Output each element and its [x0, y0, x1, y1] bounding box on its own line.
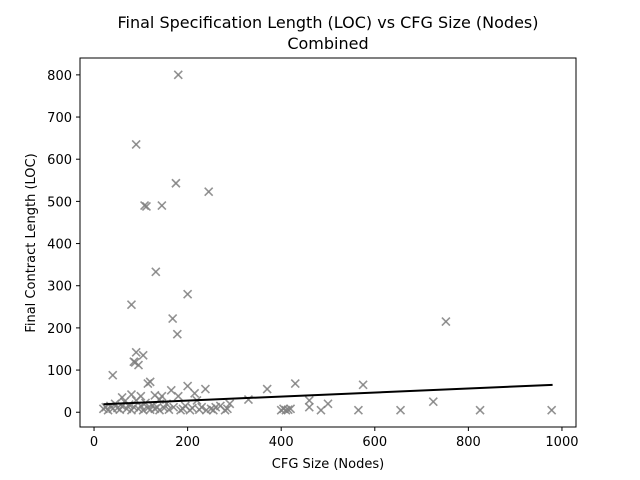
y-axis-label: Final Contract Length (LOC): [24, 153, 39, 332]
x-axis: 0 200 400 600 800 1000: [90, 427, 579, 450]
data-point: [395, 405, 406, 415]
data-point: [173, 70, 183, 80]
data-point: [222, 404, 232, 414]
data-point: [124, 400, 134, 410]
plot-area: [98, 70, 557, 415]
data-point: [290, 378, 300, 389]
x-tick-label: 1000: [545, 435, 578, 450]
data-point: [157, 201, 167, 211]
data-point: [183, 381, 193, 391]
data-point: [304, 402, 314, 412]
data-point: [353, 405, 363, 415]
data-point: [164, 405, 174, 415]
data-point: [225, 399, 235, 409]
data-point: [304, 395, 314, 405]
plot-frame: [79, 57, 577, 428]
data-point: [190, 388, 200, 398]
data-point: [131, 347, 141, 357]
data-point: [169, 402, 179, 412]
data-point: [428, 397, 438, 407]
data-point: [262, 384, 272, 394]
data-point: [126, 389, 137, 400]
data-point: [141, 201, 152, 212]
y-tick-label: 400: [47, 238, 72, 253]
data-point: [441, 317, 451, 327]
data-point: [108, 370, 118, 380]
data-point: [283, 405, 293, 415]
data-point: [200, 384, 210, 394]
data-point: [475, 405, 485, 415]
y-tick-label: 300: [47, 280, 72, 295]
trend-line: [103, 383, 553, 406]
y-tick-label: 500: [47, 195, 72, 210]
x-axis-label: CFG Size (Nodes): [272, 457, 384, 472]
data-point: [143, 378, 153, 389]
data-point: [173, 391, 183, 401]
data-point: [204, 187, 214, 197]
data-point: [286, 404, 296, 414]
chart-subtitle: Combined: [287, 34, 368, 53]
chart-title: Final Specification Length (LOC) vs CFG …: [118, 13, 539, 32]
data-point: [138, 405, 148, 415]
data-point: [171, 178, 181, 188]
y-tick-label: 600: [47, 153, 72, 168]
y-tick-label: 200: [47, 322, 72, 337]
data-point: [138, 350, 148, 360]
data-point: [197, 402, 207, 412]
y-axis: 0 100 200 300 400 500 600 700 800: [47, 69, 80, 421]
y-tick-label: 100: [47, 364, 72, 379]
data-point: [316, 405, 326, 415]
data-point: [154, 405, 165, 415]
data-point: [168, 314, 178, 324]
data-point: [358, 380, 368, 390]
x-tick-label: 600: [362, 435, 387, 450]
x-tick-label: 800: [456, 435, 481, 450]
y-tick-label: 800: [47, 69, 72, 84]
data-point: [117, 392, 127, 403]
data-point: [126, 300, 137, 310]
data-point: [547, 405, 557, 415]
x-tick-label: 0: [90, 435, 98, 450]
data-point: [151, 267, 161, 277]
x-tick-label: 200: [175, 435, 200, 450]
x-tick-label: 400: [269, 435, 294, 450]
data-point: [323, 399, 333, 409]
data-point: [172, 329, 182, 339]
y-tick-label: 700: [47, 111, 72, 126]
data-point: [131, 139, 141, 150]
data-point: [183, 289, 193, 299]
data-point: [130, 357, 140, 368]
y-tick-label: 0: [64, 406, 72, 421]
data-point: [187, 403, 197, 413]
data-point: [243, 395, 254, 405]
